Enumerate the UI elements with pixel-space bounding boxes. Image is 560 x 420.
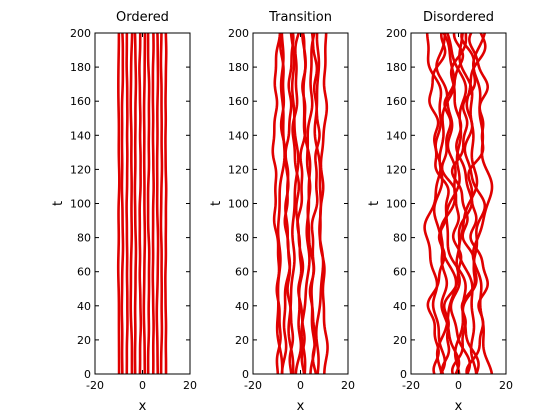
panel-1-y-tick-label: 80 [77,232,91,245]
panel-1-x-tick-label: 0 [139,379,146,392]
panel-3-y-tick-label: 200 [386,27,407,40]
panel-2-series-group [271,32,329,375]
panel-2-x-tick-label: 0 [297,379,304,392]
panel-2-x-tick-label: -20 [244,379,262,392]
panel-3-x-axis-label: x [455,399,463,414]
panel-1-y-tick-label: 160 [70,95,91,108]
panel-2-series-line [275,32,286,375]
panel-2-y-tick-label: 0 [242,368,249,381]
panel-1-series-line [146,33,151,374]
panel-2-y-tick-label: 160 [228,95,249,108]
panel-3-y-tick-label: 20 [393,334,407,347]
panel-3-series-line [426,32,450,375]
panel-1-x-tick-label: -20 [86,379,104,392]
panel-3-title: Disordered [423,10,494,25]
panel-3-y-tick-label: 80 [393,232,407,245]
panel-2-y-axis-label: t [209,201,224,206]
panel-1-y-tick-label: 100 [70,198,91,211]
panel-2-y-tick-label: 140 [228,129,249,142]
panel-1-y-tick-label: 200 [70,27,91,40]
panel-1-series-line [116,32,121,375]
panel-3-series-line [440,32,465,375]
panel-1-series-line [129,32,134,374]
panel-2-y-tick-label: 100 [228,198,249,211]
panel-3-y-tick-label: 160 [386,95,407,108]
panel-2-y-tick-label: 40 [235,300,249,313]
panel-1-title: Ordered [116,10,169,25]
panel-1-series-line [155,32,160,375]
panel-2-y-tick-label: 200 [228,27,249,40]
panel-1-y-tick-label: 180 [70,61,91,74]
panel-3-y-tick-label: 140 [386,129,407,142]
panel-1-series-line [142,32,147,375]
panel-1-series-line [125,32,129,374]
panel-2-series-line [291,32,305,375]
panel-3-y-tick-label: 120 [386,163,407,176]
panel-1-y-tick-label: 120 [70,163,91,176]
panel-3-series-group [423,32,494,375]
panel-2-series-line [271,32,282,375]
panel-1-y-tick-label: 40 [77,300,91,313]
panel-1-x-axis-label: x [139,399,147,414]
panel-3-y-tick-label: 0 [400,368,407,381]
panel-3-series-line [461,32,487,375]
panel-1-series-line [120,32,125,374]
panel-1-series-group [116,32,168,375]
panel-3-y-tick-label: 100 [386,198,407,211]
panel-2-y-tick-label: 180 [228,61,249,74]
panel-3-y-tick-label: 40 [393,300,407,313]
panel-2-series-line [308,32,321,375]
panel-1-x-tick-label: 20 [183,379,197,392]
panel-3-y-tick-label: 60 [393,266,407,279]
panel-2-y-tick-label: 60 [235,266,249,279]
panel-3-series-line [471,32,494,375]
panel-3-series-line [435,32,461,375]
panel-3-x-tick-label: -20 [402,379,420,392]
panel-2-title: Transition [268,10,332,25]
panel-2-y-tick-label: 120 [228,163,249,176]
panel-1-series-line [138,32,143,375]
panel-1-y-tick-label: 20 [77,334,91,347]
panel-3-y-axis-label: t [367,201,382,206]
panel-2-series-line [283,32,295,375]
panel-1-y-axis-label: t [51,201,66,206]
panel-3-axes-box [410,32,507,375]
panel-1-series-line [133,32,138,374]
panel-1-axes-box [94,32,191,375]
panel-3-series-line [457,32,479,375]
panel-1-series-line [159,32,164,375]
panel-2-y-tick-label: 80 [235,232,249,245]
panel-2-x-axis-label: x [297,399,305,414]
panel-1-series-line [151,32,155,375]
panel-2-x-tick-label: 20 [341,379,355,392]
panel-3-x-tick-label: 20 [499,379,513,392]
panel-1-series-line [164,32,168,375]
panel-2-series-line [318,32,329,375]
panel-3-y-tick-label: 180 [386,61,407,74]
panel-1-y-tick-label: 0 [84,368,91,381]
panel-2-series-line [279,32,292,375]
panel-1-y-tick-label: 60 [77,266,91,279]
panel-1-y-tick-label: 140 [70,129,91,142]
panel-3-x-tick-label: 0 [455,379,462,392]
panel-2-series-line [287,32,300,375]
panel-2-y-tick-label: 20 [235,334,249,347]
